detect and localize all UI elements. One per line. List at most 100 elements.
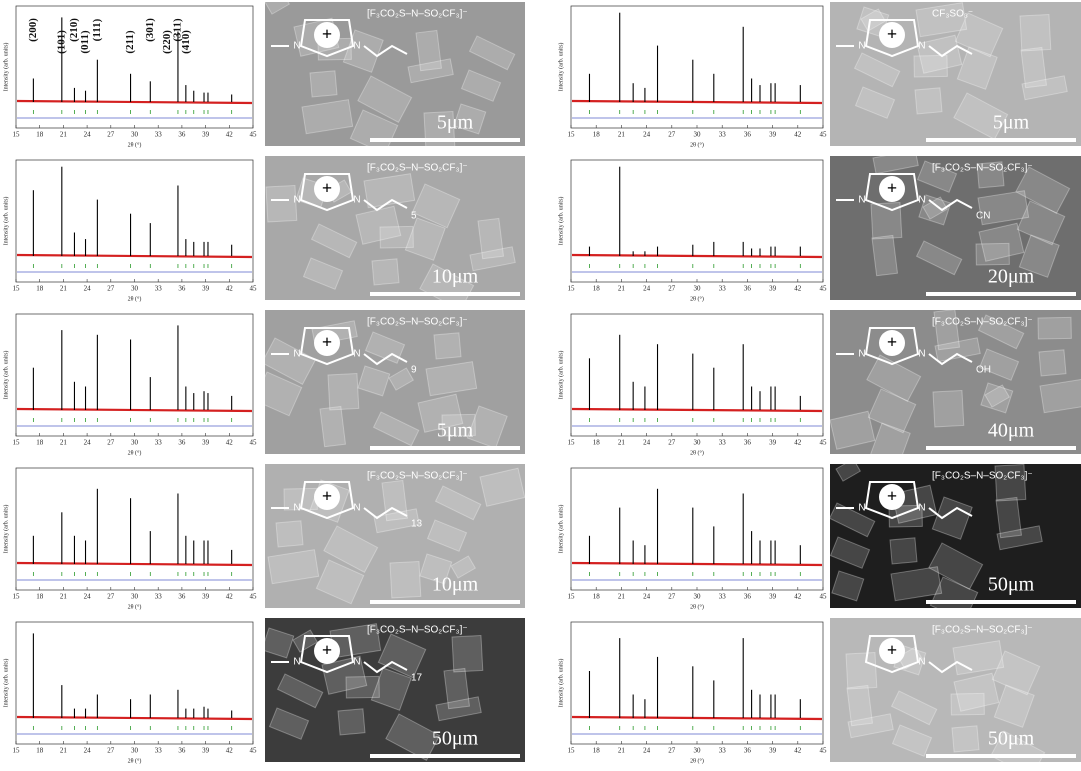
crystal	[977, 314, 1025, 350]
crystal	[956, 46, 998, 90]
atom: N	[918, 349, 925, 360]
x-tick-label: 21	[618, 593, 626, 601]
crystal	[1019, 13, 1052, 52]
x-axis-label: 2θ (°)	[128, 449, 142, 456]
scale-label: 20μm	[988, 266, 1035, 288]
x-tick-label: 33	[155, 131, 163, 139]
anion: CF₃SO₃⁻	[932, 9, 973, 20]
x-tick-label: 36	[744, 439, 752, 447]
x-tick-label: 18	[593, 131, 601, 139]
crystal	[1021, 75, 1068, 101]
crystal	[261, 627, 295, 659]
crystal	[417, 393, 464, 433]
crystal	[914, 87, 943, 115]
x-tick-label: 30	[131, 747, 139, 755]
crystal	[301, 99, 354, 135]
crystal	[451, 634, 484, 673]
charge-circle	[879, 638, 905, 664]
crystal	[1016, 200, 1066, 246]
crystal	[477, 217, 505, 260]
x-tick-label: 33	[719, 593, 727, 601]
hkl-label: (211)	[124, 30, 136, 54]
x-axis-label: 2θ (°)	[128, 603, 142, 610]
crystal	[916, 160, 958, 193]
panel: Intensity (arb. units) 2θ (°) 15 18 21 24 27 30…	[557, 2, 1081, 148]
x-axis-label: 2θ (°)	[690, 449, 704, 456]
sem-background	[265, 618, 525, 762]
x-tick-label: 39	[769, 131, 777, 139]
crystal	[953, 672, 1000, 712]
panel: Intensity (arb. units) 2θ (°) 15 18 21 24 27 30…	[2, 618, 525, 764]
plot-frame	[570, 621, 824, 745]
panel: Intensity (arb. units) 2θ (°) 15 18 21 24 27 30…	[2, 310, 525, 456]
crystal	[419, 553, 453, 585]
x-tick-label: 39	[202, 593, 210, 601]
x-tick-label: 36	[744, 285, 752, 293]
scale-bar	[370, 600, 520, 604]
x-tick-label: 33	[155, 439, 163, 447]
atom: N	[858, 41, 865, 52]
crystal	[872, 149, 919, 175]
x-tick-label: 36	[178, 593, 186, 601]
atom: N	[293, 41, 300, 52]
scale-label: 5μm	[437, 420, 474, 442]
chain	[363, 506, 408, 520]
hkl-label: (311)	[171, 18, 183, 42]
atom: N	[918, 41, 925, 52]
crystal	[1037, 316, 1072, 340]
sem-background	[830, 464, 1081, 608]
x-tick-label: 36	[744, 131, 752, 139]
hkl-label: (210)	[68, 18, 80, 42]
x-tick-label: 30	[694, 131, 702, 139]
atom: N	[858, 503, 865, 514]
y-axis-label: Intensity (arb. units)	[2, 197, 9, 246]
x-tick-label: 27	[668, 131, 676, 139]
x-tick-label: 27	[668, 439, 676, 447]
x-tick-label: 24	[643, 131, 651, 139]
x-tick-label: 15	[568, 439, 576, 447]
crystal	[976, 161, 1005, 189]
x-tick-label: 27	[668, 285, 676, 293]
charge: +	[322, 332, 332, 352]
x-tick-label: 24	[643, 439, 651, 447]
crystal	[267, 549, 320, 585]
x-tick-label: 30	[131, 131, 139, 139]
plot-frame	[15, 621, 254, 745]
x-tick-label: 45	[250, 131, 258, 139]
chain	[363, 198, 408, 212]
x-tick-label: 42	[226, 285, 234, 293]
x-tick-label: 18	[593, 285, 601, 293]
crystal	[847, 713, 894, 739]
x-tick-label: 33	[155, 747, 163, 755]
crystal	[975, 242, 1010, 266]
sem-image: + N N [F₃CO₂S–N–SO₂CF₃]⁻ 17 50μm	[261, 618, 525, 762]
hkl-label: (111)	[91, 18, 103, 41]
crystal	[829, 410, 876, 450]
crystal	[996, 525, 1043, 551]
plot-frame	[15, 313, 254, 437]
atom: N	[918, 657, 925, 668]
x-tick-label: 15	[13, 285, 21, 293]
panel: Intensity (arb. units) 2θ (°) 15 18 21 24 27 30…	[557, 618, 1081, 771]
charge: +	[887, 332, 897, 352]
crystal	[357, 75, 413, 123]
x-tick-label: 18	[36, 439, 44, 447]
calc-profile	[16, 561, 253, 567]
x-axis-label: 2θ (°)	[690, 757, 704, 764]
atom: N	[353, 349, 360, 360]
crystal	[915, 2, 968, 38]
charge: +	[887, 178, 897, 198]
anion: [F₃CO₂S–N–SO₂CF₃]⁻	[932, 625, 1033, 636]
hkl-label: (200)	[27, 18, 39, 42]
x-tick-label: 21	[618, 285, 626, 293]
crystal	[261, 337, 317, 385]
sem-background	[830, 2, 1081, 146]
crystal	[264, 0, 291, 15]
calc-profile	[16, 407, 253, 413]
x-tick-label: 36	[178, 285, 186, 293]
sem-image: + N N [F₃CO₂S–N–SO₂CF₃]⁻ 5μm	[264, 0, 525, 155]
scale-bar	[370, 446, 520, 450]
hkl-label: (301)	[144, 18, 156, 42]
y-axis-label: Intensity (arb. units)	[557, 659, 564, 708]
x-axis-label: 2θ (°)	[128, 757, 142, 764]
